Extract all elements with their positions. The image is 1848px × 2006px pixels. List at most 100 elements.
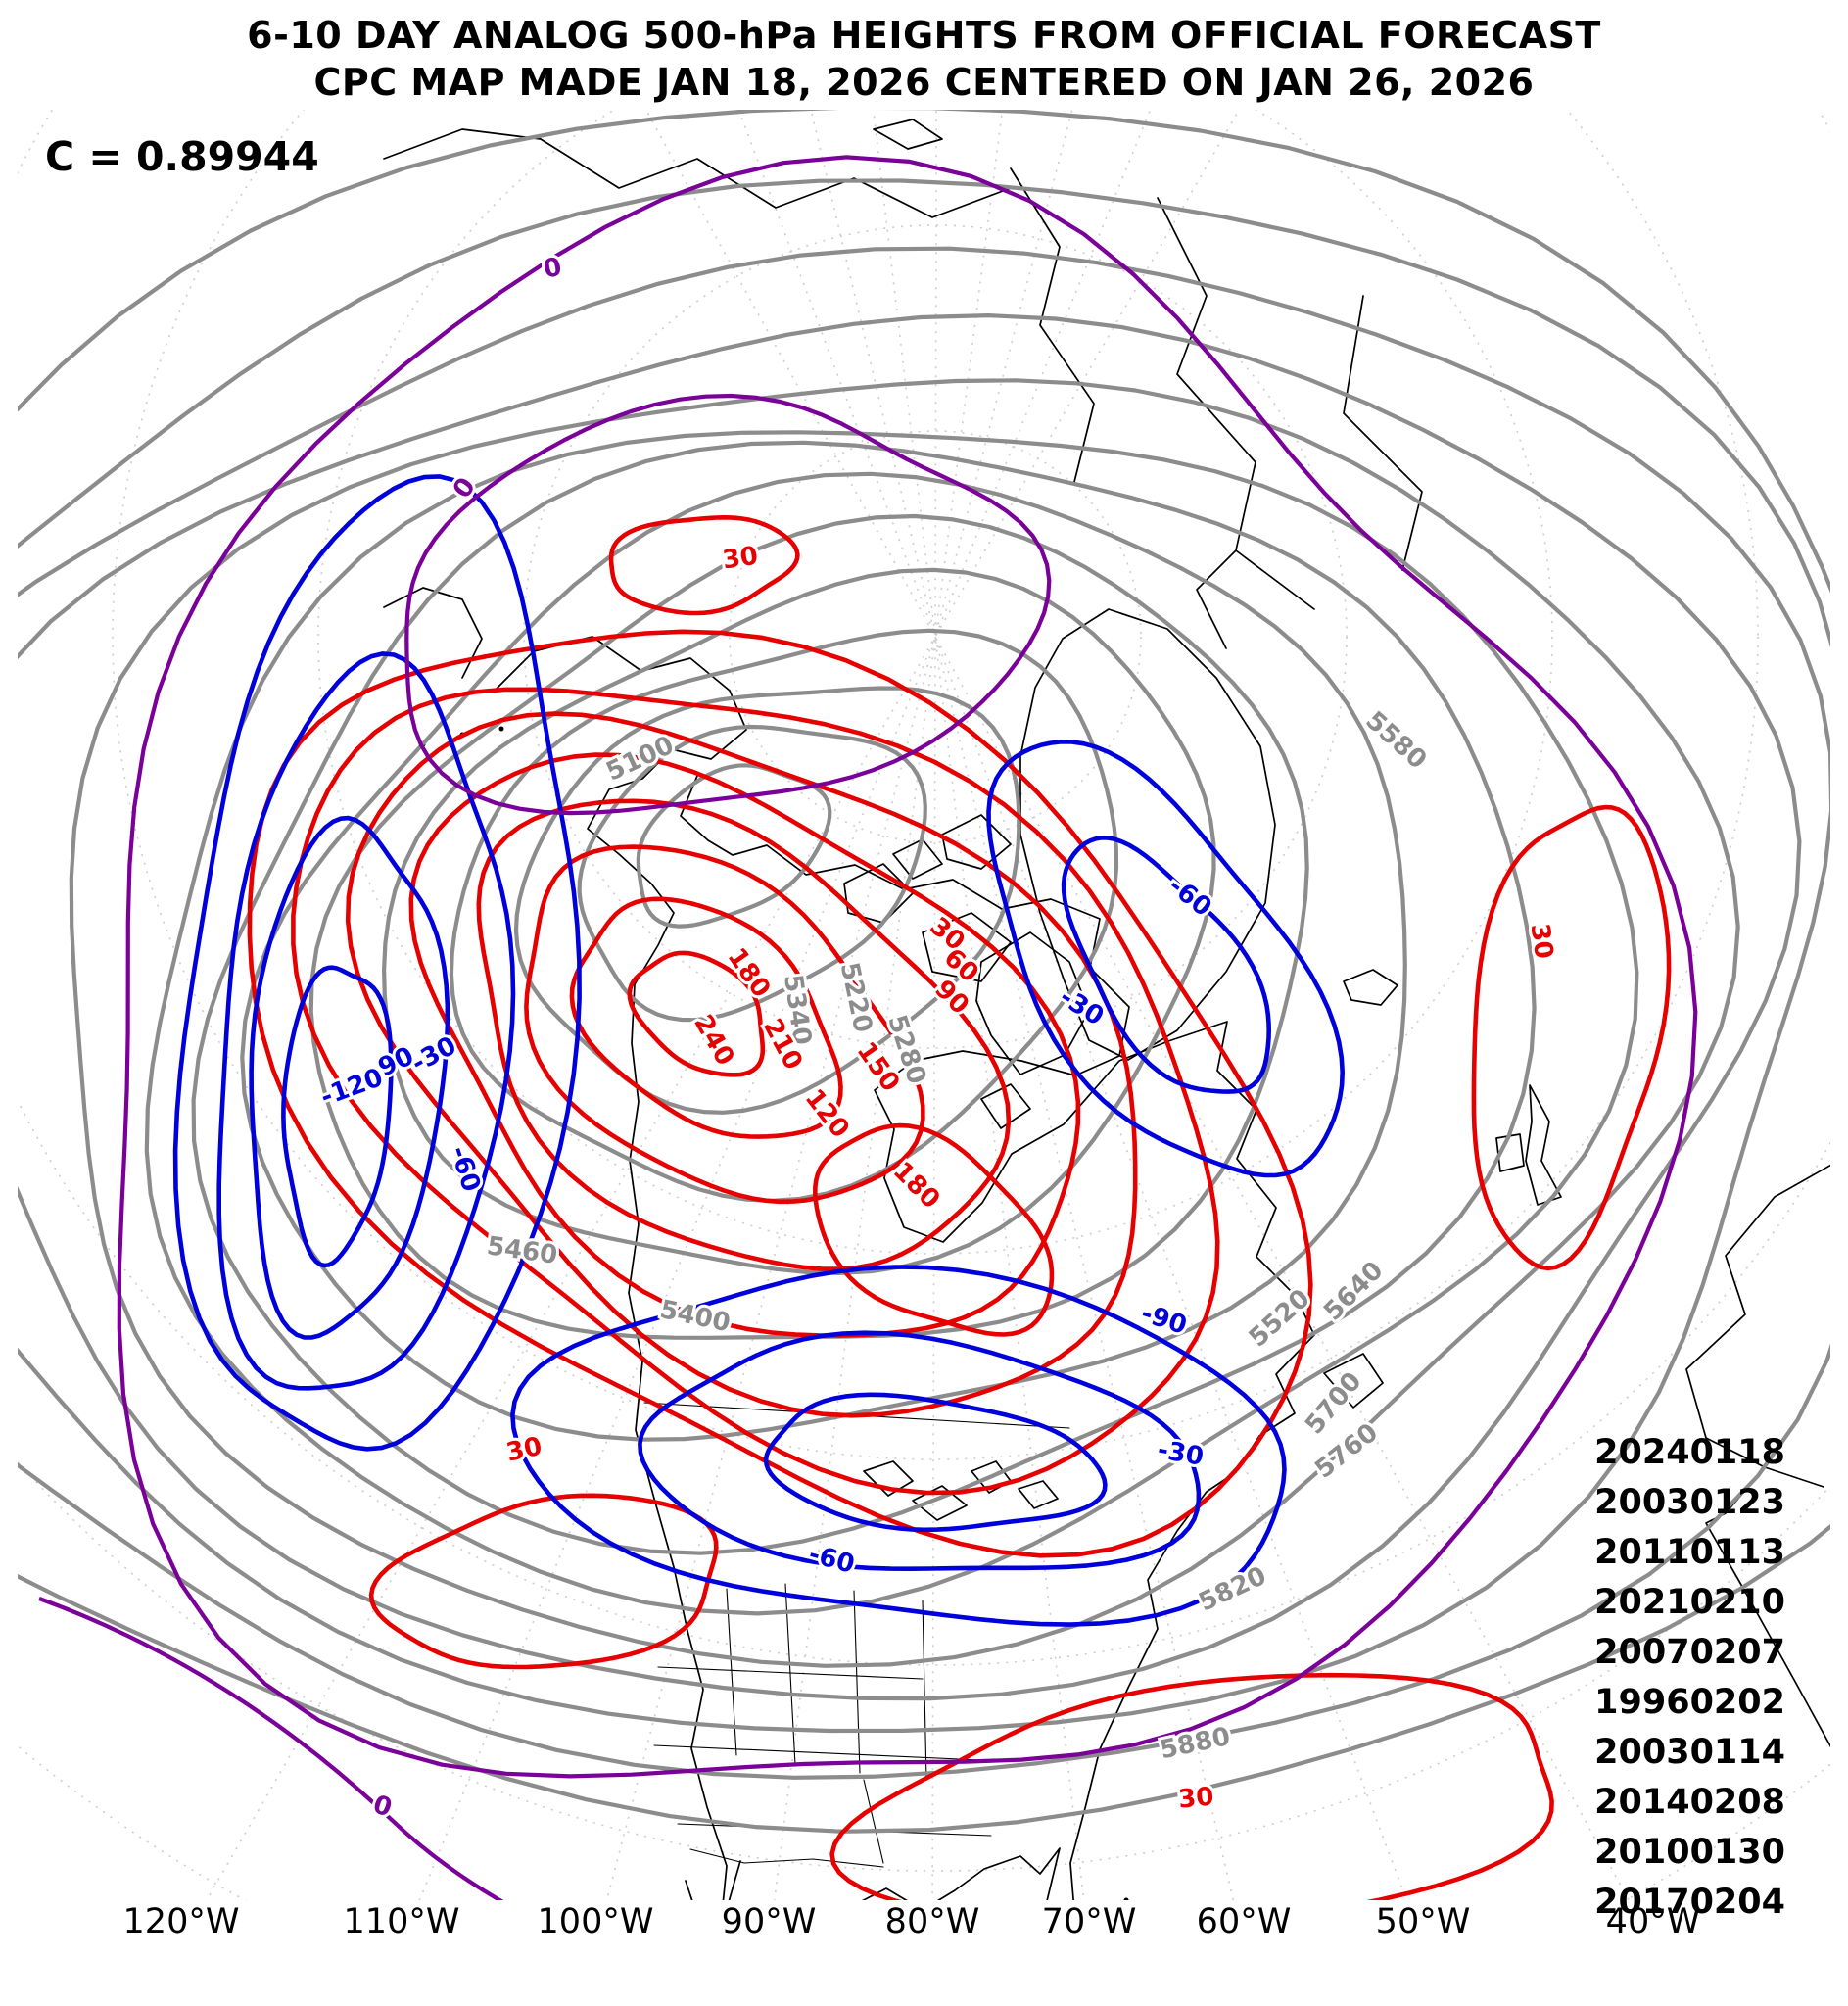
positive-anomaly-contour <box>247 629 1313 1558</box>
negative-anomaly-contour <box>216 651 516 1391</box>
zero-anomaly-contour <box>404 393 1052 816</box>
negative-anomaly-contour <box>763 1392 1108 1533</box>
height-contour <box>577 724 927 1023</box>
analog-date: 20030114 <box>1594 1733 1785 1772</box>
aleutian-island-dot <box>498 726 504 732</box>
island-ireland <box>1495 1133 1525 1172</box>
positive-anomaly-contour <box>291 687 1220 1496</box>
contour-label: 0 <box>541 253 564 285</box>
contour-label: -60 <box>805 1540 857 1580</box>
zero-anomaly-contour <box>117 155 1698 1779</box>
contour-label: 5220 <box>834 960 877 1035</box>
analog-date: 20110113 <box>1594 1533 1785 1572</box>
analog-date: 20140208 <box>1594 1783 1785 1822</box>
negative-anomaly-contour <box>986 740 1345 1178</box>
contour-label: -30 <box>1156 1435 1206 1472</box>
contour-label: 30 <box>721 542 760 576</box>
height-contour <box>18 313 1802 1701</box>
lon-label-50w: 50°W <box>1375 1902 1471 1941</box>
contour-label: 240 <box>687 1010 739 1071</box>
positive-anomaly-contour <box>524 844 925 1205</box>
height-contour <box>69 378 1740 1668</box>
latitude-circle <box>729 430 1142 843</box>
bahamas-island-dot <box>1159 1910 1163 1915</box>
meridian-line <box>737 110 1408 1900</box>
bahamas-island-dot <box>1123 1897 1129 1900</box>
positive-anomaly-contour <box>476 798 1012 1271</box>
title-line-1: 6-10 DAY ANALOG 500-hPa HEIGHTS FROM OFF… <box>247 14 1601 57</box>
analog-date: 19960202 <box>1594 1683 1785 1722</box>
island-hispaniola <box>1148 1956 1207 1976</box>
negative-anomaly-contour <box>281 965 394 1268</box>
island-ellesmere <box>941 814 1012 870</box>
height-contour <box>513 686 1021 1115</box>
contour-label: 120 <box>799 1083 855 1143</box>
meridian-line <box>206 110 1241 1900</box>
meridian-line <box>773 110 1004 1900</box>
height-contour <box>308 513 1309 1340</box>
contour-label: 30 <box>504 1432 545 1468</box>
lon-label-70w: 70°W <box>1041 1902 1137 1941</box>
island-southampton <box>980 1083 1031 1129</box>
contour-label: -90 <box>1137 1299 1190 1341</box>
coastline-south-america <box>1214 1934 1686 2006</box>
analog-dates-list: 20240118 20030123 20110113 20210210 2007… <box>1594 1428 1785 1928</box>
height-contour <box>636 763 832 929</box>
coastline-scandinavia <box>1010 167 1423 649</box>
negative-anomaly-contour <box>172 474 582 1452</box>
title-line-2: CPC MAP MADE JAN 18, 2026 CENTERED ON JA… <box>313 61 1535 104</box>
lon-label-100w: 100°W <box>537 1902 654 1941</box>
island-britain <box>1525 1084 1562 1206</box>
contour-label: -120 <box>317 1063 387 1112</box>
negative-anomaly-contour <box>1061 836 1271 1094</box>
lon-label-110w: 110°W <box>343 1902 460 1941</box>
positive-anomaly-contour <box>368 1493 719 1670</box>
coastline-baja <box>685 1860 741 1900</box>
latitude-circle <box>317 110 1553 1255</box>
positive-anomaly-contour <box>1471 804 1672 1271</box>
analog-date: 20030123 <box>1594 1483 1785 1522</box>
lon-label-120w: 120°W <box>122 1902 240 1941</box>
height-contour <box>191 440 1537 1555</box>
height-contour <box>144 430 1639 1616</box>
contour-label: 5820 <box>1194 1561 1270 1618</box>
positive-anomaly-contour <box>829 1672 1554 1900</box>
contour-label: -60 <box>444 1143 486 1196</box>
negative-anomaly-contour <box>249 815 450 1340</box>
contour-lines <box>18 110 1830 1900</box>
meridian-line <box>931 110 938 1900</box>
latitude-circle <box>523 224 1348 1049</box>
analog-date: 20070207 <box>1594 1633 1785 1672</box>
lon-label-40w: 40°W <box>1605 1902 1701 1941</box>
correlation-value: C = 0.89944 <box>45 133 319 180</box>
height-contour <box>449 628 1119 1203</box>
island-banks <box>843 863 914 924</box>
contour-label: 30 <box>1525 922 1559 961</box>
coastline-na-east <box>680 775 1315 1900</box>
contour-label: 5580 <box>1359 706 1432 776</box>
island-victoria <box>922 912 1012 982</box>
height-contour <box>18 110 1830 1834</box>
positive-anomaly-contour <box>813 1122 1055 1337</box>
lon-label-90w: 90°W <box>721 1902 817 1941</box>
lon-label-80w: 80°W <box>884 1902 980 1941</box>
height-contour <box>382 567 1216 1275</box>
great-lakes <box>863 1460 1059 1521</box>
island-devon <box>892 838 943 880</box>
negative-anomaly-contour <box>638 1330 1202 1571</box>
height-contour <box>18 178 1830 1780</box>
positive-anomaly-contour <box>569 896 843 1139</box>
analog-date: 20170204 <box>1594 1883 1785 1922</box>
island-newfoundland <box>1323 1353 1384 1409</box>
island-iceland <box>1343 969 1398 1006</box>
positive-anomaly-contour <box>608 515 800 616</box>
analog-date: 20100130 <box>1594 1833 1785 1872</box>
analog-date: 20210210 <box>1594 1583 1785 1622</box>
contour-label: 30 <box>1177 1783 1215 1815</box>
caribbean-island-dot <box>1222 1967 1227 1972</box>
height-contour <box>18 246 1830 1734</box>
